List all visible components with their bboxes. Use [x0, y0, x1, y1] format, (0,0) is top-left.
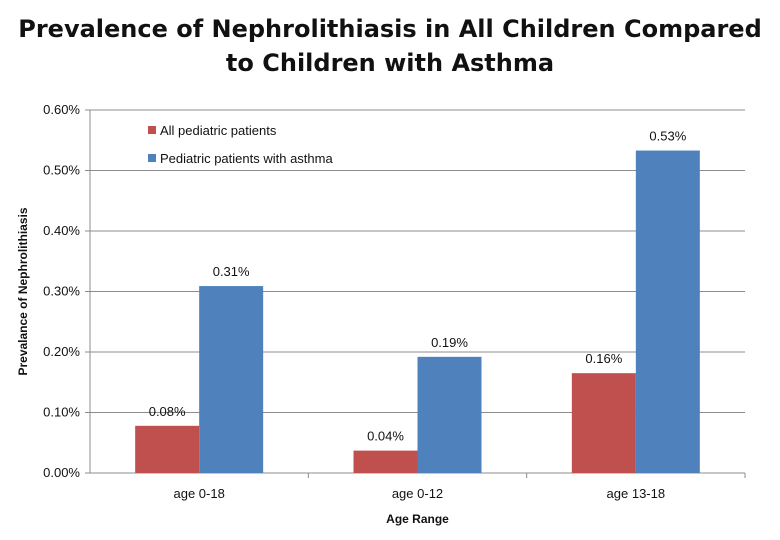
bar: [417, 356, 482, 473]
legend-swatch: [148, 154, 156, 162]
legend-swatch: [148, 126, 156, 134]
data-label: 0.08%: [149, 404, 186, 419]
data-label: 0.53%: [649, 129, 686, 144]
x-tick-label: age 0-18: [174, 486, 225, 501]
data-label: 0.04%: [367, 429, 404, 444]
bar: [135, 425, 200, 473]
y-tick-label: 0.30%: [43, 284, 80, 299]
bars: [135, 150, 700, 473]
legend-label: Pediatric patients with asthma: [160, 151, 333, 166]
chart-title-line-2: to Children with Asthma: [225, 49, 555, 77]
legend: All pediatric patients Pediatric patients…: [148, 123, 333, 166]
data-label: 0.31%: [213, 264, 250, 279]
data-labels: 0.08% 0.31% 0.04% 0.19% 0.16% 0.53%: [149, 129, 687, 444]
chart-title: Prevalence of Nephrolithiasis in All Chi…: [0, 12, 780, 80]
x-tick-labels: age 0-18 age 0-12 age 13-18: [174, 486, 666, 501]
y-tick-labels: 0.00% 0.10% 0.20% 0.30% 0.40% 0.50% 0.60%: [43, 102, 80, 480]
y-tick-label: 0.20%: [43, 344, 80, 359]
y-tick-label: 0.00%: [43, 465, 80, 480]
x-axis-title: Age Range: [386, 512, 449, 526]
bar: [199, 286, 264, 473]
y-tick-label: 0.10%: [43, 405, 80, 420]
bar: [571, 373, 636, 473]
data-label: 0.16%: [585, 351, 622, 366]
legend-label: All pediatric patients: [160, 123, 277, 138]
chart-title-line-1: Prevalence of Nephrolithiasis in All Chi…: [18, 15, 762, 43]
y-tick-label: 0.50%: [43, 163, 80, 178]
y-tick-label: 0.40%: [43, 223, 80, 238]
data-label: 0.19%: [431, 335, 468, 350]
x-tick-label: age 0-12: [392, 486, 443, 501]
bar: [353, 450, 418, 473]
y-tick-label: 0.60%: [43, 102, 80, 117]
x-tick-label: age 13-18: [607, 486, 666, 501]
bar: [635, 150, 700, 473]
y-axis-title: Prevalance of Nephrolithiasis: [16, 207, 30, 375]
